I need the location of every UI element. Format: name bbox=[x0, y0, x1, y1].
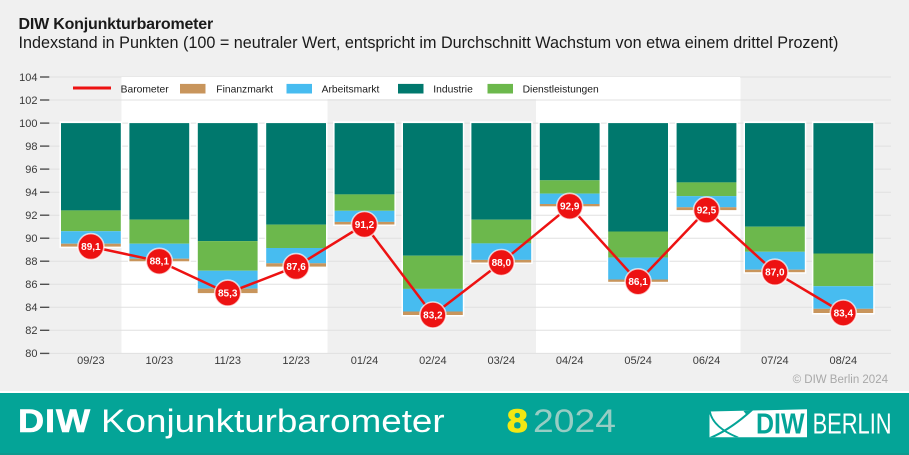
svg-text:102: 102 bbox=[19, 95, 37, 107]
svg-text:92,9: 92,9 bbox=[560, 202, 580, 213]
svg-text:09/23: 09/23 bbox=[77, 355, 105, 367]
svg-text:01/24: 01/24 bbox=[351, 355, 379, 367]
svg-text:12/23: 12/23 bbox=[282, 355, 310, 367]
svg-text:94: 94 bbox=[25, 187, 37, 199]
svg-text:84: 84 bbox=[25, 302, 37, 314]
svg-text:05/24: 05/24 bbox=[624, 355, 652, 367]
svg-text:82: 82 bbox=[25, 325, 37, 337]
svg-text:86,1: 86,1 bbox=[628, 277, 648, 288]
svg-text:91,2: 91,2 bbox=[355, 220, 375, 231]
svg-text:10/23: 10/23 bbox=[146, 355, 174, 367]
svg-text:88,0: 88,0 bbox=[492, 258, 512, 269]
svg-text:92,5: 92,5 bbox=[697, 206, 717, 217]
svg-text:85,3: 85,3 bbox=[218, 289, 238, 300]
svg-text:DIW: DIW bbox=[756, 409, 805, 441]
svg-text:02/24: 02/24 bbox=[419, 355, 447, 367]
svg-text:96: 96 bbox=[25, 164, 37, 176]
svg-text:104: 104 bbox=[19, 72, 37, 84]
svg-text:04/24: 04/24 bbox=[556, 355, 584, 367]
svg-text:06/24: 06/24 bbox=[693, 355, 721, 367]
svg-text:83,2: 83,2 bbox=[423, 310, 443, 321]
svg-text:03/24: 03/24 bbox=[488, 355, 516, 367]
svg-text:Barometer: Barometer bbox=[121, 85, 170, 96]
svg-text:83,4: 83,4 bbox=[834, 308, 854, 319]
svg-text:08/24: 08/24 bbox=[830, 355, 858, 367]
svg-text:Finanzmarkt: Finanzmarkt bbox=[216, 85, 273, 96]
svg-text:92: 92 bbox=[25, 210, 37, 222]
svg-text:87,6: 87,6 bbox=[286, 262, 306, 273]
svg-text:89,1: 89,1 bbox=[81, 242, 101, 253]
svg-text:100: 100 bbox=[19, 118, 37, 130]
svg-text:80: 80 bbox=[25, 348, 37, 360]
svg-text:90: 90 bbox=[25, 233, 37, 245]
svg-text:87,0: 87,0 bbox=[765, 268, 785, 279]
svg-text:Industrie: Industrie bbox=[433, 85, 473, 96]
svg-text:Dienstleistungen: Dienstleistungen bbox=[523, 85, 599, 96]
svg-text:88: 88 bbox=[25, 256, 37, 268]
svg-text:98: 98 bbox=[25, 141, 37, 153]
svg-text:11/23: 11/23 bbox=[214, 355, 241, 367]
svg-text:88,1: 88,1 bbox=[150, 257, 170, 268]
svg-text:BERLIN: BERLIN bbox=[813, 409, 892, 441]
svg-text:© DIW Berlin 2024: © DIW Berlin 2024 bbox=[793, 374, 889, 386]
svg-text:Arbeitsmarkt: Arbeitsmarkt bbox=[322, 85, 380, 96]
svg-text:07/24: 07/24 bbox=[761, 355, 789, 367]
svg-text:86: 86 bbox=[25, 279, 37, 291]
